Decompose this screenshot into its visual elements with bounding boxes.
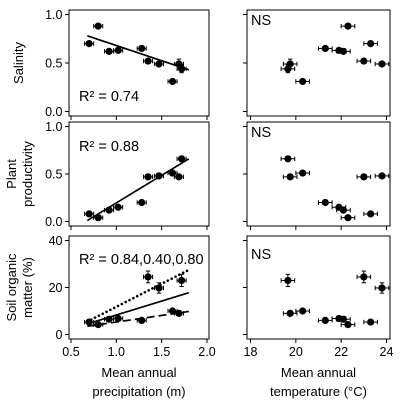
panel-salinity-vs-temperature: NS [243,9,391,120]
data-point [360,273,368,281]
x-tick-label: 0.5 [62,345,79,359]
data-point [144,57,152,65]
data-point [114,46,122,54]
data-point [367,318,375,326]
data-point [138,316,146,324]
data-point [299,77,307,86]
data-point [178,65,186,73]
data-point [360,57,368,65]
data-point [85,210,93,218]
y-axis-title: matter (%) [20,257,35,318]
data-point [85,40,93,48]
y-tick-label: 0 [56,328,63,342]
data-point [155,60,163,68]
data-point [94,321,102,329]
x-tick-label: 2.0 [198,345,215,359]
data-point [299,307,307,315]
y-axis-title: Salinity [11,42,26,84]
ns-label: NS [251,13,271,29]
data-point [138,44,146,53]
data-point [144,273,152,281]
data-point [284,155,292,163]
data-point [378,60,386,68]
data-point [105,315,113,323]
r-squared-label: R² = 0.74 [79,89,139,105]
data-point [144,173,152,181]
y-tick-label: 20 [49,281,63,295]
data-point [284,276,292,285]
y-axis-title: Soil organic [4,253,19,321]
ns-label: NS [251,247,271,263]
data-point [344,214,352,222]
y-tick-label: 40 [49,234,63,248]
y-tick-label: 0.5 [45,56,62,70]
x-axis-title: temperature (°C) [270,384,367,399]
data-point [335,46,343,54]
data-point [367,40,375,48]
data-point [344,321,352,329]
y-tick-label: 1.0 [45,120,62,134]
data-point [335,314,343,323]
x-tick-label: 1.0 [108,345,125,359]
y-axis-title: productivity [20,141,35,207]
x-axis-title: Mean annual [281,365,356,380]
ns-label: NS [251,125,271,141]
panel-productivity-vs-temperature: NS [243,121,391,230]
data-point [175,173,183,181]
data-point [378,172,386,180]
x-tick-label: 24 [380,345,394,359]
fit-line-solid [87,35,190,71]
data-point [85,318,93,326]
data-point [155,172,163,180]
data-point [344,22,352,30]
fit-line-solid [86,158,190,222]
data-point [155,284,163,292]
x-axis-title: precipitation (m) [92,384,185,399]
data-point [178,155,186,163]
data-point [94,22,102,30]
r-squared-label: R² = 0.84,0.40,0.80 [79,252,204,268]
data-point [335,203,343,211]
panel-frame [68,121,210,227]
fit-line-dotted [86,268,191,323]
data-point [168,169,177,177]
x-axis-title: Mean annual [101,365,176,380]
data-point [299,169,307,177]
data-point [360,173,368,181]
data-point [321,44,329,53]
data-point [105,47,113,55]
y-tick-label: 0.5 [45,167,62,181]
data-point [378,284,386,292]
panel-productivity-vs-precipitation: 0.0 0.5 1.0 R² = 0.88 Plant productivity [4,120,210,230]
x-tick-label: 22 [334,345,348,359]
y-tick-label: 0.0 [45,215,62,229]
data-point [175,309,183,317]
panel-soil-organic-matter-vs-precipitation: 0.5 1.0 1.5 2.0 0 20 40 R² = 0.84,0.40,0.80 Soil… [4,234,216,399]
data-point [94,214,102,222]
r-squared-label: R² = 0.88 [79,139,139,155]
data-point [138,198,146,207]
data-point [105,206,113,214]
y-tick-label: 1.0 [45,8,62,22]
data-point [367,210,375,218]
data-point [321,316,329,324]
data-point [178,276,186,285]
x-tick-label: 1.5 [153,345,170,359]
panel-salinity-vs-precipitation: 0.0 0.5 1.0 R² = 0.74 Salinity [11,8,210,120]
data-point [168,77,177,86]
y-tick-label: 0.0 [45,105,62,119]
data-point [286,309,294,317]
data-point [286,173,294,181]
data-point [114,314,122,323]
y-axis-title: Plant [4,159,19,189]
data-point [284,65,292,73]
data-point [321,198,329,207]
x-tick-label: 18 [244,345,258,359]
x-tick-label: 20 [289,345,303,359]
panel-soil-organic-matter-vs-temperature: 18 20 22 24 NS Mean annual temperature (°C) [243,235,394,399]
data-point [114,203,122,211]
